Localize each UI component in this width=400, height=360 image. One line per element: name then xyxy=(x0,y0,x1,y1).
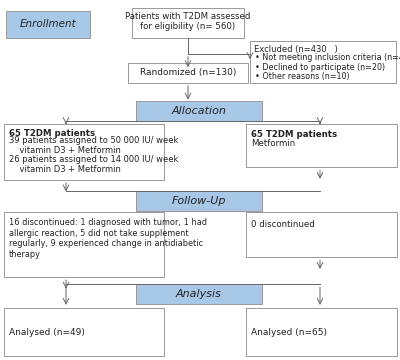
Text: Enrollment: Enrollment xyxy=(20,19,76,29)
Text: Allocation: Allocation xyxy=(172,106,226,116)
Text: Excluded (n=430   ): Excluded (n=430 ) xyxy=(254,45,338,54)
Text: vitamin D3 + Metformin: vitamin D3 + Metformin xyxy=(9,146,121,155)
Bar xyxy=(246,212,397,257)
Bar xyxy=(136,101,262,121)
Bar xyxy=(132,8,244,38)
Text: 65 T2DM patients: 65 T2DM patients xyxy=(251,130,337,139)
Bar xyxy=(4,308,164,356)
Bar xyxy=(246,124,397,167)
Text: 26 patients assigned to 14 000 IU/ week: 26 patients assigned to 14 000 IU/ week xyxy=(9,155,178,164)
Text: vitamin D3 + Metformin: vitamin D3 + Metformin xyxy=(9,165,121,174)
Text: regularly, 9 experienced change in antidiabetic: regularly, 9 experienced change in antid… xyxy=(9,239,203,248)
Text: Analysed (n=49): Analysed (n=49) xyxy=(9,328,85,337)
Bar xyxy=(250,41,396,83)
Bar xyxy=(136,191,262,211)
Bar xyxy=(246,308,397,356)
Text: Analysis: Analysis xyxy=(176,289,222,299)
Text: • Declined to participate (n=20): • Declined to participate (n=20) xyxy=(255,63,385,72)
Text: allergic reaction, 5 did not take supplement: allergic reaction, 5 did not take supple… xyxy=(9,229,188,238)
Text: therapy: therapy xyxy=(9,250,41,259)
Text: Follow-Up: Follow-Up xyxy=(172,196,226,206)
Text: • Not meeting inclusion criteria (n=400): • Not meeting inclusion criteria (n=400) xyxy=(255,53,400,62)
Bar xyxy=(6,11,90,38)
Bar xyxy=(4,212,164,277)
Bar xyxy=(4,124,164,180)
Bar xyxy=(128,63,248,83)
Text: • Other reasons (n=10): • Other reasons (n=10) xyxy=(255,72,350,81)
Text: Analysed (n=65): Analysed (n=65) xyxy=(251,328,327,337)
Bar xyxy=(136,284,262,304)
Text: 39 patients assigned to 50 000 IU/ week: 39 patients assigned to 50 000 IU/ week xyxy=(9,136,178,145)
Text: Patients with T2DM assessed
for eligibility (n= 560): Patients with T2DM assessed for eligibil… xyxy=(125,12,251,31)
Text: 0 discontinued: 0 discontinued xyxy=(251,220,314,229)
Text: Metformin: Metformin xyxy=(251,139,295,148)
Text: 65 T2DM patients: 65 T2DM patients xyxy=(9,129,95,138)
Text: Randomized (n=130): Randomized (n=130) xyxy=(140,68,236,77)
Text: 16 discontinued: 1 diagnosed with tumor, 1 had: 16 discontinued: 1 diagnosed with tumor,… xyxy=(9,218,207,227)
